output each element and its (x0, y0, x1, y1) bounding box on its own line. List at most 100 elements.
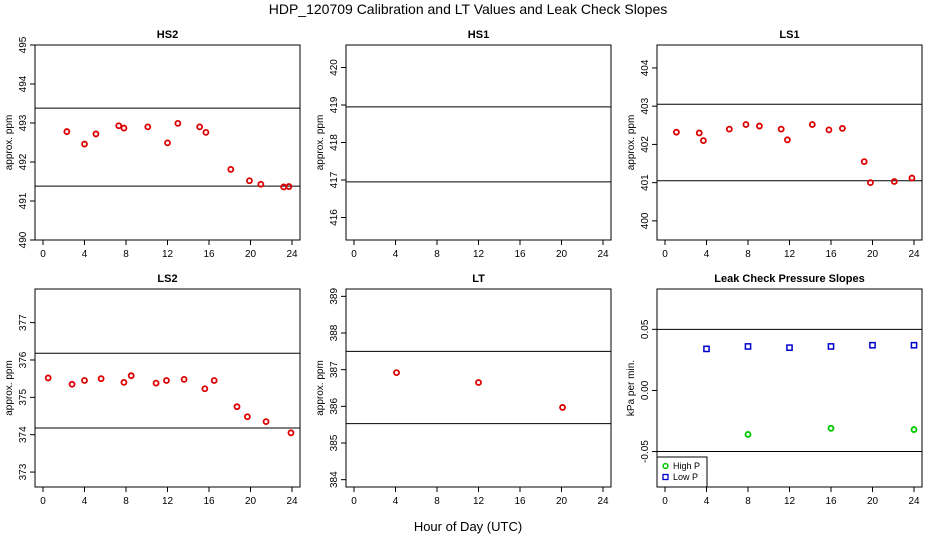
legend-label: High P (673, 461, 700, 471)
x-tick-label: 20 (867, 496, 879, 507)
data-point (287, 429, 295, 437)
y-tick-label: 403 (640, 97, 651, 114)
panel-0: HS2 0 4 8 12 16 20 24 490 491 492 493 494 495 approx. … (4, 29, 301, 260)
y-tick-label: 384 (329, 471, 340, 488)
panel-title: LS2 (157, 273, 177, 285)
y-tick-label: 376 (18, 351, 29, 368)
x-tick-label: 12 (784, 249, 796, 260)
data-point (180, 376, 188, 383)
y-tick-label: 377 (18, 314, 29, 331)
x-tick-label: 24 (286, 249, 298, 260)
data-point (210, 377, 218, 384)
x-tick-label: 4 (393, 249, 399, 260)
data-point (201, 385, 209, 393)
x-tick-label: 0 (351, 249, 357, 260)
x-tick-label: 0 (40, 249, 46, 260)
x-tick-label: 24 (908, 496, 920, 507)
data-point (44, 374, 52, 382)
data-point (703, 345, 710, 353)
x-tick-label: 12 (784, 496, 796, 507)
y-tick-label: 388 (329, 324, 340, 341)
x-tick-label: 4 (393, 496, 399, 507)
x-tick-label: 0 (40, 496, 46, 507)
data-point (115, 122, 123, 130)
x-tick-label: 24 (597, 249, 609, 260)
x-tick-label: 8 (123, 496, 129, 507)
data-point (63, 128, 71, 135)
x-tick-label: 8 (434, 249, 440, 260)
data-point (144, 123, 152, 131)
y-tick-label: 417 (329, 171, 340, 188)
x-tick-label: 12 (162, 249, 174, 260)
data-point (257, 180, 265, 188)
data-point (744, 343, 752, 350)
x-tick-label: 0 (351, 496, 357, 507)
data-point (196, 123, 204, 131)
x-tick-label: 24 (908, 249, 920, 260)
x-tick-label: 8 (745, 249, 751, 260)
x-tick-label: 4 (82, 496, 88, 507)
data-point (280, 183, 288, 191)
panel-frame (345, 288, 612, 488)
data-point (127, 372, 135, 380)
y-tick-label: -0.05 (640, 440, 651, 463)
data-point (246, 177, 253, 185)
x-tick-label: 16 (203, 249, 215, 260)
panel-title: LT (472, 273, 485, 285)
x-tick-label: 20 (556, 249, 568, 260)
data-point (120, 124, 128, 132)
data-point (808, 121, 816, 128)
data-point (756, 122, 763, 130)
panel-title: Leak Check Pressure Slopes (714, 273, 864, 285)
x-tick-label: 4 (704, 496, 710, 507)
data-point (120, 378, 128, 386)
figure-x-axis-label: Hour of Day (UTC) (414, 519, 522, 534)
y-tick-label: 385 (329, 434, 340, 451)
y-tick-label: 419 (329, 96, 340, 113)
x-tick-label: 12 (162, 496, 174, 507)
data-point (695, 129, 703, 137)
data-point (92, 130, 100, 138)
x-tick-label: 16 (825, 249, 837, 260)
y-tick-label: 400 (640, 212, 651, 229)
y-tick-label: 416 (329, 209, 340, 226)
data-point (890, 178, 898, 185)
panel-frame (34, 288, 301, 488)
x-tick-label: 16 (514, 496, 526, 507)
x-tick-label: 16 (825, 496, 837, 507)
data-point (81, 377, 88, 384)
data-point (164, 139, 171, 147)
panel-4: LT 0 4 8 12 16 20 24 384 385 386 387 388 389 approx. p… (315, 273, 612, 507)
data-point (81, 140, 88, 148)
y-tick-label: 494 (18, 75, 29, 92)
data-point (777, 125, 785, 133)
panel-1: HS1 0 4 8 12 16 20 24 416 417 418 419 420 approx. ppm (315, 29, 612, 260)
data-point (475, 379, 482, 386)
panel-5: Leak Check Pressure Slopes 0 4 8 12 16 20 24 -0.… (626, 273, 923, 507)
data-point (227, 166, 235, 173)
data-point (243, 413, 251, 421)
x-tick-label: 24 (597, 496, 609, 507)
y-tick-label: 402 (640, 136, 651, 153)
data-point (97, 375, 105, 383)
x-tick-label: 16 (514, 249, 526, 260)
y-tick-label: 491 (18, 192, 29, 209)
x-tick-label: 20 (245, 496, 257, 507)
y-axis-label: approx. ppm (4, 360, 15, 416)
x-tick-label: 0 (662, 249, 668, 260)
legend-label: Low P (673, 472, 698, 482)
y-axis-label: approx. ppm (4, 115, 15, 171)
data-point (559, 404, 566, 411)
panel-title: HS1 (468, 29, 489, 41)
y-tick-label: 0.00 (640, 380, 651, 400)
data-point (699, 137, 707, 144)
x-tick-label: 20 (245, 249, 257, 260)
data-point (725, 125, 733, 133)
x-tick-label: 8 (434, 496, 440, 507)
y-tick-label: 375 (18, 389, 29, 406)
y-tick-label: 373 (18, 463, 29, 480)
y-tick-label: 490 (18, 231, 29, 248)
